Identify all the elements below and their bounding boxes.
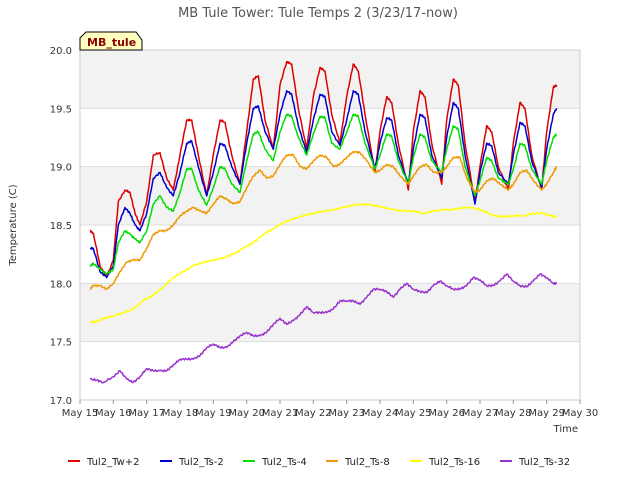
y-tick-label: 20.0 <box>50 46 72 57</box>
x-tick-label: May 30 <box>562 408 599 419</box>
x-tick-label: May 20 <box>228 408 265 419</box>
y-tick-label: 19.5 <box>50 104 72 115</box>
series-line-tul2-ts-32 <box>89 272 558 384</box>
legend-label: Tul2_Ts-2 <box>178 457 224 468</box>
x-tick-label: May 16 <box>95 408 132 419</box>
series-line-tul2-ts-2 <box>89 90 558 279</box>
x-tick-label: May 28 <box>495 408 532 419</box>
x-tick-label: May 24 <box>362 408 399 419</box>
y-tick-label: 19.0 <box>50 163 72 174</box>
x-tick-label: May 18 <box>162 408 199 419</box>
series-line-tul2-tw-2 <box>89 60 558 279</box>
x-tick-label: May 15 <box>62 408 99 419</box>
y-tick-label: 17.5 <box>50 338 72 349</box>
station-badge: MB_tule <box>79 31 143 51</box>
x-tick-label: May 26 <box>428 408 465 419</box>
badge-label: MB_tule <box>87 36 136 49</box>
chart-title: MB Tule Tower: Tule Temps 2 (3/23/17-now… <box>178 6 458 21</box>
plot-band <box>80 283 580 342</box>
x-tick-label: May 23 <box>328 408 365 419</box>
y-tick-label: 18.0 <box>50 279 72 290</box>
legend-label: Tul2_Ts-32 <box>518 457 570 468</box>
y-tick-label: 18.5 <box>50 221 72 232</box>
series-layer <box>89 60 558 384</box>
y-tick-label: 17.0 <box>50 396 72 407</box>
badge-box <box>79 31 143 51</box>
x-axis-label: Time <box>553 424 578 435</box>
plot-frame <box>79 49 581 401</box>
y-axis-label: Temperature (C) <box>8 184 19 266</box>
legend-label: Tul2_Ts-16 <box>428 457 480 468</box>
series-line-tul2-ts-4 <box>89 113 557 275</box>
x-tick-label: May 17 <box>128 408 165 419</box>
x-tick-label: May 19 <box>195 408 232 419</box>
y-axis-ticks: 17.0 17.5 18.0 18.5 19.0 19.5 20.0 <box>50 46 72 407</box>
x-tick-label: May 21 <box>262 408 299 419</box>
x-tick-label: May 22 <box>295 408 332 419</box>
legend-label: Tul2_Tw+2 <box>86 457 139 468</box>
series-line-tul2-ts-16 <box>90 202 558 324</box>
series-line-tul2-ts-8 <box>89 150 558 291</box>
x-tick-label: May 27 <box>462 408 499 419</box>
legend-label: Tul2_Ts-4 <box>261 457 307 468</box>
plot-band <box>80 50 580 109</box>
x-tick-label: May 25 <box>395 408 432 419</box>
x-tick-label: May 29 <box>528 408 565 419</box>
legend: Tul2_Tw+2 Tul2_Ts-2 Tul2_Ts-4 Tul2_Ts-8 Tul2… <box>68 457 570 468</box>
plot-band <box>80 225 580 284</box>
legend-label: Tul2_Ts-8 <box>344 457 390 468</box>
